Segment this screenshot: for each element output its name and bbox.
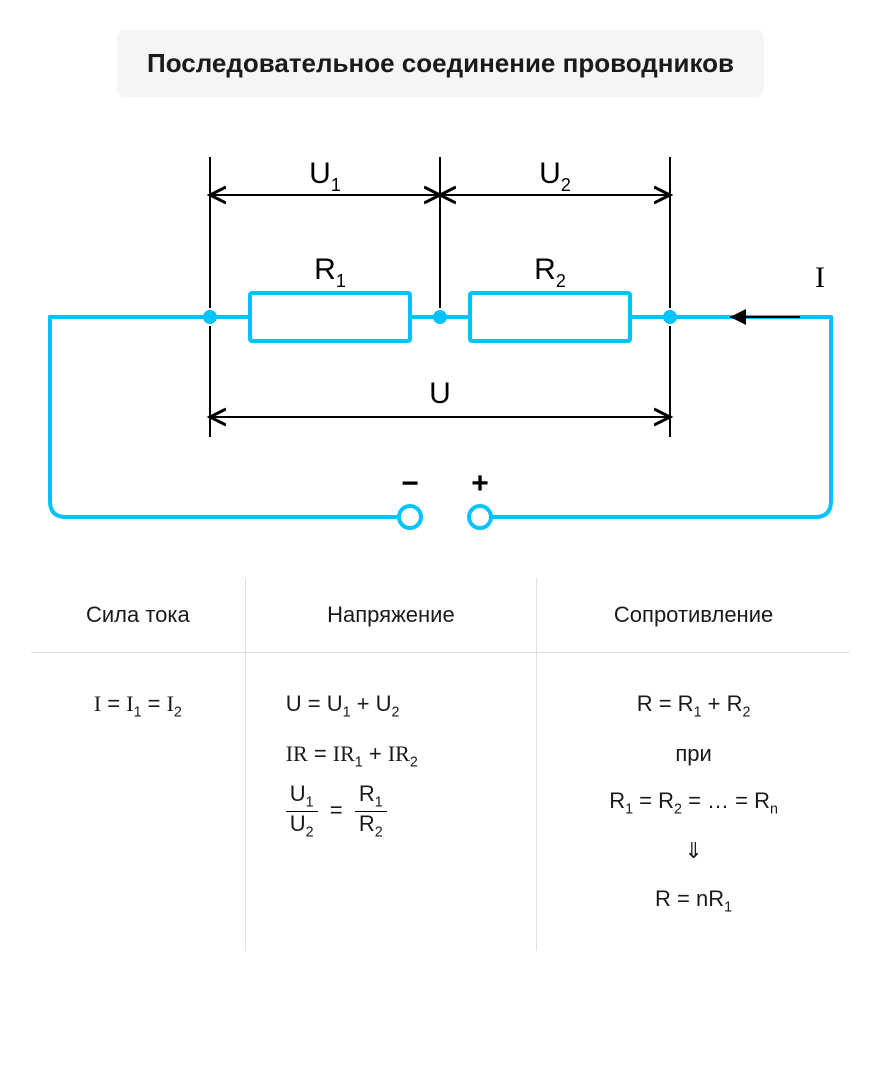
formula-table: Сила тока Напряжение Сопротивление I = I… bbox=[30, 577, 851, 952]
cell-current: I = I1 = I2 bbox=[31, 653, 246, 952]
svg-text:R1: R1 bbox=[314, 253, 346, 291]
svg-text:R2: R2 bbox=[534, 253, 566, 291]
table-header-row: Сила тока Напряжение Сопротивление bbox=[31, 578, 851, 653]
circuit-diagram: U1 U2 R1 R2 U I − + bbox=[30, 127, 851, 547]
col-current: Сила тока bbox=[31, 578, 246, 653]
svg-text:U2: U2 bbox=[539, 157, 571, 195]
cell-resistance: R = R1 + R2 при R1 = R2 = … = Rn ⇓ R = n… bbox=[537, 653, 851, 952]
svg-text:−: − bbox=[401, 467, 419, 500]
svg-text:U1: U1 bbox=[309, 157, 341, 195]
svg-text:I: I bbox=[815, 261, 825, 294]
page-title: Последовательное соединение проводников bbox=[117, 30, 764, 97]
svg-text:+: + bbox=[471, 467, 489, 500]
formula-row: I = I1 = I2 U = U1 + U2 IR = IR1 + IR2 bbox=[31, 653, 851, 952]
cell-voltage: U = U1 + U2 IR = IR1 + IR2 U1 U2 = bbox=[245, 653, 536, 952]
svg-text:U: U bbox=[429, 377, 451, 410]
col-voltage: Напряжение bbox=[245, 578, 536, 653]
col-resistance: Сопротивление bbox=[537, 578, 851, 653]
